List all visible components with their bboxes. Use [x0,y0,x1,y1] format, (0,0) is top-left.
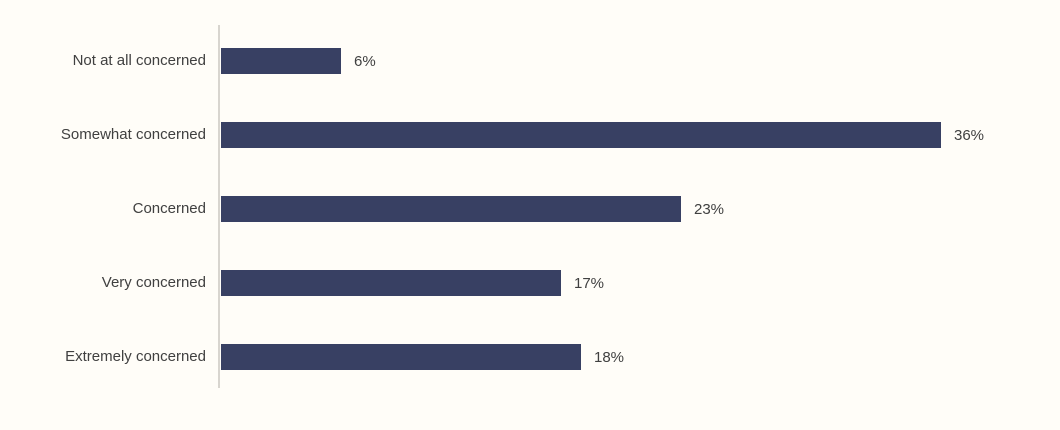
bar-track: 36% [221,122,1060,148]
bar-track: 17% [221,270,1060,296]
bar-row: Very concerned 17% [0,246,1060,320]
value-label: 17% [574,274,605,292]
category-label: Very concerned [101,274,206,291]
bar-row: Somewhat concerned 36% [0,98,1060,172]
value-label: 18% [594,348,625,366]
bar-track: 18% [221,344,1060,370]
value-label: 23% [694,200,725,218]
value-label: 36% [954,126,985,144]
category-label: Extremely concerned [65,348,206,365]
bar-row: Concerned 23% [0,172,1060,246]
bar [221,122,941,148]
bar-track: 23% [221,196,1060,222]
category-label: Somewhat concerned [60,126,206,143]
bar-track: 6% [221,48,1060,74]
bar-row: Not at all concerned 6% [0,24,1060,98]
bar [221,270,561,296]
category-label: Concerned [132,200,206,217]
bar [221,344,581,370]
y-axis-line [218,25,220,388]
bar [221,48,341,74]
bar-rows: Not at all concerned 6% Somewhat concern… [0,24,1060,394]
category-label: Not at all concerned [72,52,206,69]
bar-row: Extremely concerned 18% [0,320,1060,394]
value-label: 6% [354,52,376,70]
bar [221,196,681,222]
